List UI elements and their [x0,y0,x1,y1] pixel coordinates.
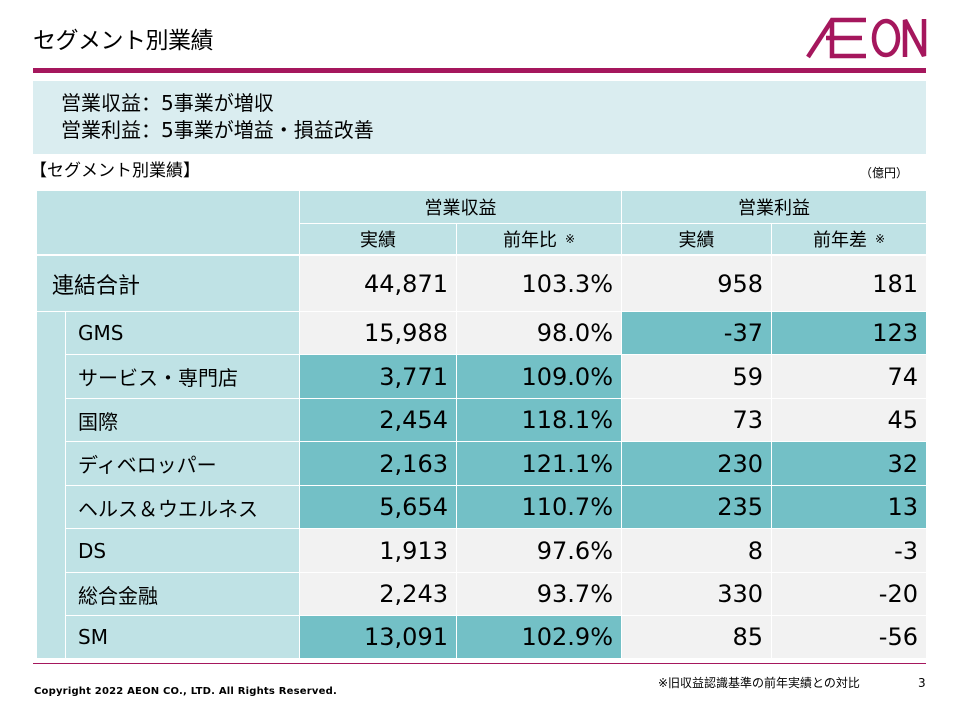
cell-profit: 8 [622,529,771,572]
row-label: ヘルス＆ウエルネス [66,486,299,528]
note-mark: ※ [564,232,576,246]
footnote: ※旧収益認識基準の前年実績との対比 [658,676,860,690]
cell-revenue: 5,654 [300,486,456,528]
cell-revenue: 15,988 [300,312,456,354]
cell-profit: 330 [622,573,771,615]
cell-revenue-ratio: 98.0% [457,312,621,354]
cell-revenue: 44,871 [300,256,456,311]
page-title: セグメント別業績 [33,28,214,54]
cell-revenue-ratio: 93.7% [457,573,621,615]
title-underline [33,68,926,73]
cell-revenue: 13,091 [300,616,456,658]
cell-profit-diff: 74 [772,355,926,398]
cell-revenue-ratio: 109.0% [457,355,621,398]
note-mark: ※ [874,232,886,246]
summary-box: 営業収益：5事業が増収 営業利益：5事業が増益・損益改善 [33,81,926,154]
cell-profit: 85 [622,616,771,658]
unit-label: （億円） [860,166,909,180]
cell-profit: -37 [622,312,771,354]
cell-profit-diff: 123 [772,312,926,354]
cell-profit-diff: 181 [772,256,926,311]
table-title: 【セグメント別業績】 [30,161,200,181]
cell-revenue: 2,243 [300,573,456,615]
header-rev-ratio-label: 前年比 [502,230,557,251]
cell-profit: 230 [622,442,771,485]
cell-revenue-ratio: 102.9% [457,616,621,658]
header-corner [37,191,299,254]
row-label: GMS [66,312,299,354]
cell-revenue: 1,913 [300,529,456,572]
summary-revenue: 営業収益：5事業が増収 [61,91,274,115]
cell-profit-diff: -3 [772,529,926,572]
header-revenue: 営業収益 [300,191,621,223]
cell-profit-diff: -20 [772,573,926,615]
row-label: SM [66,616,299,658]
cell-profit-diff: 45 [772,399,926,441]
cell-profit: 235 [622,486,771,528]
cell-profit-diff: 32 [772,442,926,485]
header-rev-ratio: 前年比 ※ [457,224,621,254]
cell-revenue-ratio: 97.6% [457,529,621,572]
aeon-logo [806,17,927,59]
cell-revenue-ratio: 118.1% [457,399,621,441]
page-number: 3 [918,676,926,690]
row-label: ディベロッパー [66,442,299,485]
row-label: 連結合計 [37,256,299,311]
copyright: Copyright 2022 AEON CO., LTD. All Rights… [34,686,337,697]
header-prof-actual: 実績 [622,224,771,254]
cell-revenue-ratio: 121.1% [457,442,621,485]
cell-revenue: 2,454 [300,399,456,441]
segment-bracket [37,312,65,658]
header-prof-diff-label: 前年差 [812,230,867,251]
footer-divider [33,663,926,664]
row-label: DS [66,529,299,572]
cell-revenue: 3,771 [300,355,456,398]
row-label: 総合金融 [66,573,299,615]
cell-revenue-ratio: 103.3% [457,256,621,311]
header-prof-diff: 前年差 ※ [772,224,926,254]
cell-revenue: 2,163 [300,442,456,485]
cell-profit: 958 [622,256,771,311]
cell-revenue-ratio: 110.7% [457,486,621,528]
header-profit: 営業利益 [622,191,926,223]
cell-profit-diff: 13 [772,486,926,528]
row-label: 国際 [66,399,299,441]
cell-profit-diff: -56 [772,616,926,658]
cell-profit: 73 [622,399,771,441]
summary-profit: 営業利益：5事業が増益・損益改善 [61,118,374,142]
row-label: サービス・専門店 [66,355,299,398]
header-rev-actual: 実績 [300,224,456,254]
cell-profit: 59 [622,355,771,398]
